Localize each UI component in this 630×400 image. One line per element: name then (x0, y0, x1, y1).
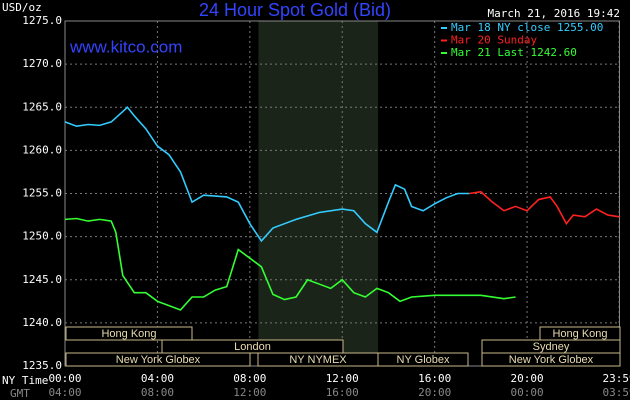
timestamp: March 21, 2016 19:42 (488, 7, 620, 20)
session-bar (539, 326, 621, 341)
x-tick-label: 04:00 (141, 372, 174, 385)
session-label: Hong Kong (101, 328, 156, 340)
gmt-tick-label: 20:00 (418, 386, 451, 399)
y-tick-label: 1240.0 (22, 316, 62, 329)
session-bar (377, 352, 469, 367)
session-bar (65, 326, 193, 341)
session-bar (65, 352, 251, 367)
session-shade (258, 21, 379, 366)
session-label: New York Globex (509, 354, 594, 366)
y-tick-label: 1270.0 (22, 57, 62, 70)
y-tick-label: 1265.0 (22, 100, 62, 113)
legend-entry: Mar 18 NY close 1255.00 (451, 21, 603, 34)
y-tick-label: 1245.0 (22, 273, 62, 286)
session-label: London (234, 341, 271, 353)
gmt-tick-label: 00:00 (511, 386, 544, 399)
series-line (64, 106, 470, 243)
session-label: NY NYMEX (289, 354, 347, 366)
watermark: www.kitco.com (69, 37, 182, 56)
x2-axis-label: GMT (10, 387, 30, 400)
gmt-tick-label: 16:00 (326, 386, 359, 399)
x-axis-label: NY Time (2, 374, 48, 387)
session-label: NY Globex (397, 354, 450, 366)
legend-entry: Mar 20 Sunday (451, 34, 537, 47)
session-label: Hong Kong (552, 328, 607, 340)
gmt-tick-label: 12:00 (233, 386, 266, 399)
gmt-tick-label: 04:00 (48, 386, 81, 399)
y-tick-label: 1250.0 (22, 230, 62, 243)
session-label: New York Globex (116, 354, 201, 366)
legend-entry: Mar 21 Last 1242.60 (451, 46, 577, 59)
series-line (469, 190, 620, 226)
gmt-tick-label: 03:59 (603, 386, 630, 399)
y-axis-label: USD/oz (2, 1, 42, 14)
session-bar (481, 352, 621, 367)
y-tick-label: 1255.0 (22, 187, 62, 200)
x-tick-label: 16:00 (418, 372, 451, 385)
x-tick-label: 08:00 (233, 372, 266, 385)
session-bar (161, 339, 344, 354)
series-line (64, 217, 516, 311)
chart-title: 24 Hour Spot Gold (Bid) (199, 0, 391, 20)
x-tick-label: 23:59 (603, 372, 630, 385)
y-tick-label: 1260.0 (22, 143, 62, 156)
x-tick-label: 20:00 (511, 372, 544, 385)
y-tick-label: 1275.0 (22, 14, 62, 27)
session-label: Sydney (533, 341, 570, 353)
x-tick-label: 00:00 (48, 372, 81, 385)
y-tick-label: 1235.0 (22, 359, 62, 372)
x-tick-label: 12:00 (326, 372, 359, 385)
gmt-tick-label: 08:00 (141, 386, 174, 399)
